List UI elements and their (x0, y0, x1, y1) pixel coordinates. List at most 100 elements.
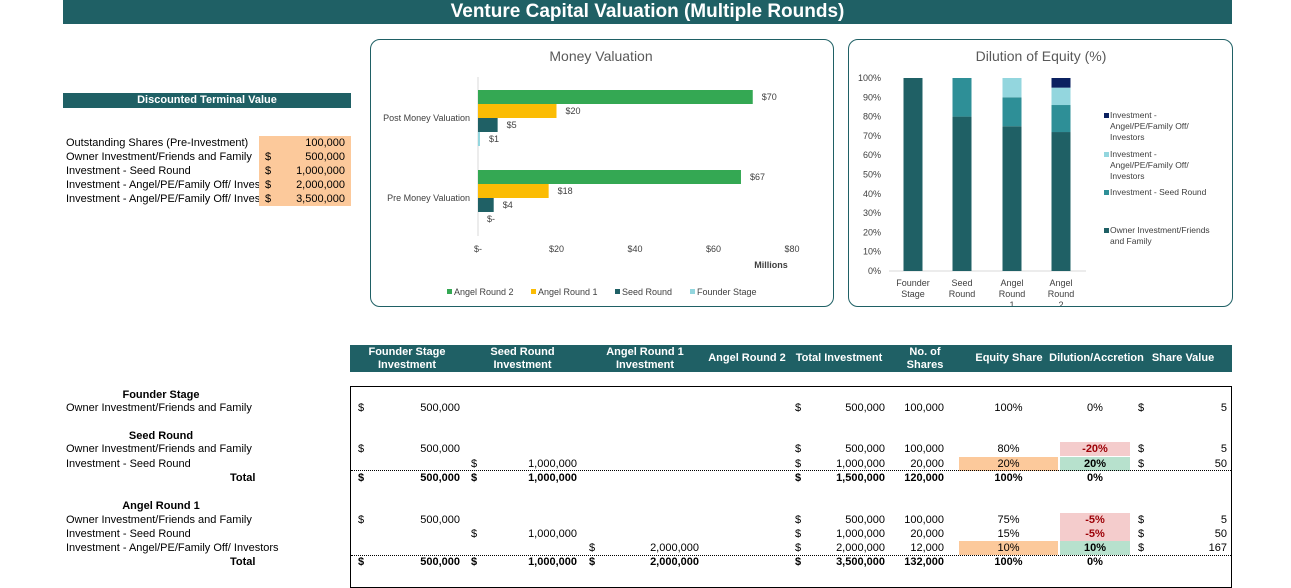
legend-swatch (447, 289, 452, 294)
x-tick-label: $60 (706, 244, 721, 254)
currency-symbol: $ (358, 514, 365, 526)
data-label: $70 (762, 92, 777, 102)
total-investment: 3,500,000 (836, 556, 885, 568)
founder-investment: 500,000 (420, 514, 460, 526)
equity-highlight (959, 541, 1058, 555)
input-field[interactable]: $500,000 (259, 150, 351, 164)
input-field[interactable]: $1,000,000 (259, 164, 351, 178)
currency-symbol: $ (358, 472, 365, 484)
dilution-chart: Dilution of Equity (%) 0% 10% 20% 30% 40% 50% 6… (848, 39, 1233, 310)
input-field[interactable]: $3,500,000 (259, 192, 351, 206)
x-tick-label: $- (474, 244, 482, 254)
row-label: Investment - Seed Round (66, 458, 191, 470)
y-tick-label: 90% (863, 92, 881, 102)
section-title: Seed Round (128, 430, 194, 442)
y-tick-label: 20% (863, 227, 881, 237)
x-axis-unit-label: Millions (754, 260, 788, 270)
category-label: Seed Round (949, 278, 976, 299)
y-tick-label: 70% (863, 131, 881, 141)
currency-symbol: $ (1138, 528, 1145, 540)
money-valuation-chart: Money Valuation Post Money Valuation $70 $2… (370, 39, 834, 307)
column-header: No. of Shares (906, 345, 944, 371)
y-tick-label: 10% (863, 247, 881, 257)
equity-share: 100% (994, 472, 1023, 484)
column-header: Total Investment (795, 352, 883, 364)
input-label: Investment - Seed Round (66, 165, 191, 177)
row-label: Owner Investment/Friends and Family (66, 514, 252, 526)
y-tick-label: 60% (863, 150, 881, 160)
share-count: 132,000 (904, 556, 944, 568)
equity-share: 80% (997, 443, 1020, 455)
stack-segment (1002, 78, 1022, 98)
currency-symbol: $ (1138, 443, 1145, 455)
currency-symbol: $ (795, 443, 802, 455)
share-value: 5 (1220, 402, 1227, 414)
dilution-accretion: 0% (1087, 472, 1103, 484)
row-label: Owner Investment/Friends and Family (66, 443, 252, 455)
equity-share: 100% (994, 402, 1023, 414)
legend-swatch (1104, 113, 1109, 118)
angel1-investment: 2,000,000 (650, 556, 699, 568)
dilution-highlight (1060, 527, 1130, 541)
legend-label: Angel Round 2 (454, 287, 514, 297)
row-label: Investment - Angel/PE/Family Off/ Invest… (66, 542, 279, 554)
bar-angel-round-1 (478, 104, 557, 118)
y-tick-label: 30% (863, 208, 881, 218)
currency-symbol: $ (795, 542, 802, 554)
stack-segment (1002, 97, 1022, 127)
column-header: Angel Round 1 Investment (606, 345, 684, 371)
total-divider (351, 470, 1231, 471)
input-field[interactable]: $2,000,000 (259, 178, 351, 192)
stack-segment (1051, 87, 1071, 106)
currency-symbol: $ (795, 528, 802, 540)
bar-angel-round-2 (478, 90, 753, 104)
angel1-investment: 2,000,000 (650, 542, 699, 554)
currency-symbol: $ (795, 556, 802, 568)
dilution-highlight (1060, 457, 1130, 471)
column-header: Angel Round 2 (708, 352, 786, 364)
dilution-highlight (1060, 513, 1130, 527)
currency-symbol: $ (471, 458, 478, 470)
column-header: Equity Share (975, 352, 1043, 364)
share-value: 5 (1220, 514, 1227, 526)
category-label: Founder Stage (896, 278, 930, 299)
currency-symbol: $ (795, 514, 802, 526)
currency-symbol: $ (795, 402, 802, 414)
seed-investment: 1,000,000 (528, 528, 577, 540)
currency-symbol: $ (265, 193, 272, 205)
currency-symbol: $ (1138, 514, 1145, 526)
stack-segment (1002, 126, 1022, 271)
currency-symbol: $ (589, 556, 596, 568)
legend-swatch (690, 289, 695, 294)
total-investment: 1,500,000 (836, 472, 885, 484)
stack-segment (1051, 132, 1071, 271)
share-count: 20,000 (910, 458, 944, 470)
seed-investment: 1,000,000 (528, 458, 577, 470)
dilution-accretion: 0% (1087, 402, 1103, 414)
y-tick-label: 80% (863, 112, 881, 122)
input-label: Investment - Angel/PE/Family Off/ Invest… (66, 179, 259, 191)
equity-share: 20% (997, 458, 1020, 470)
seed-investment: 1,000,000 (528, 472, 577, 484)
bar-seed-round (478, 198, 494, 212)
share-value: 167 (1208, 542, 1227, 554)
y-tick-label: 0% (868, 266, 881, 276)
currency-symbol: $ (1138, 402, 1145, 414)
input-field[interactable]: 100,000 (259, 136, 351, 150)
founder-investment: 500,000 (420, 443, 460, 455)
share-count: 120,000 (904, 472, 944, 484)
section-title: Founder Stage (122, 389, 200, 401)
stack-segment (1051, 105, 1071, 133)
input-value: 500,000 (305, 151, 345, 163)
currency-symbol: $ (795, 458, 802, 470)
share-count: 100,000 (904, 402, 944, 414)
input-value: 1,000,000 (296, 165, 345, 177)
equity-share: 100% (994, 556, 1023, 568)
dilution-accretion: 10% (1083, 542, 1107, 554)
legend-label: Owner Investment/Friends and Family (1110, 225, 1210, 246)
legend-label: Investment - Seed Round (1110, 187, 1207, 197)
total-investment: 500,000 (845, 443, 885, 455)
legend-label: Investment -Angel/PE/Family Off/Investor… (1110, 149, 1189, 181)
x-tick-label: $40 (627, 244, 642, 254)
currency-symbol: $ (471, 556, 478, 568)
